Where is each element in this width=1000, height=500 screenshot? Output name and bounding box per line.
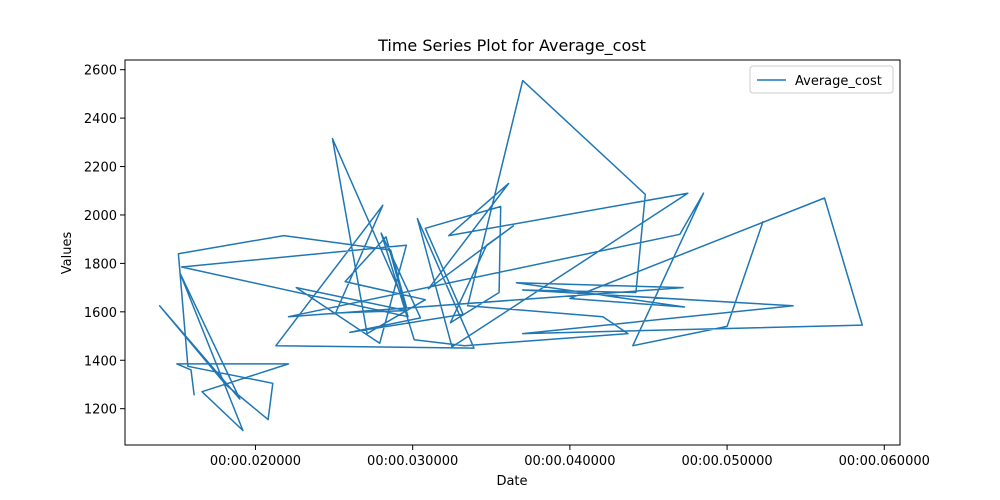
legend-box (749, 65, 894, 94)
y-tick-label: 2400 (84, 112, 117, 127)
x-tick-label: 00:00.030000 (367, 454, 458, 469)
x-tick-label: 00:00.040000 (524, 454, 615, 469)
plot-area-frame (124, 59, 901, 446)
y-axis: 1200 1400 1600 1800 2000 2200 2400 2600 (84, 64, 125, 418)
x-tick-label: 00:00.060000 (839, 454, 930, 469)
x-tick-label: 00:00.050000 (681, 454, 772, 469)
y-tick-label: 1400 (84, 354, 117, 369)
legend-label-average-cost: Average_cost (795, 74, 882, 89)
series-line-average-cost (158, 79, 864, 432)
x-tick-label: 00:00.020000 (210, 454, 301, 469)
y-axis-title: Values (60, 232, 75, 275)
legend: Average_cost (749, 65, 894, 94)
y-tick-label: 1800 (84, 257, 117, 272)
chart-title: Time Series Plot for Average_cost (377, 36, 646, 56)
x-axis: 00:00.020000 00:00.030000 00:00.040000 00:0… (210, 445, 930, 469)
y-tick-label: 1200 (84, 403, 117, 418)
y-tick-label: 2000 (84, 209, 117, 224)
y-tick-label: 2200 (84, 161, 117, 176)
x-axis-title: Date (496, 474, 527, 489)
y-tick-label: 1600 (84, 306, 117, 321)
y-tick-label: 2600 (84, 64, 117, 79)
